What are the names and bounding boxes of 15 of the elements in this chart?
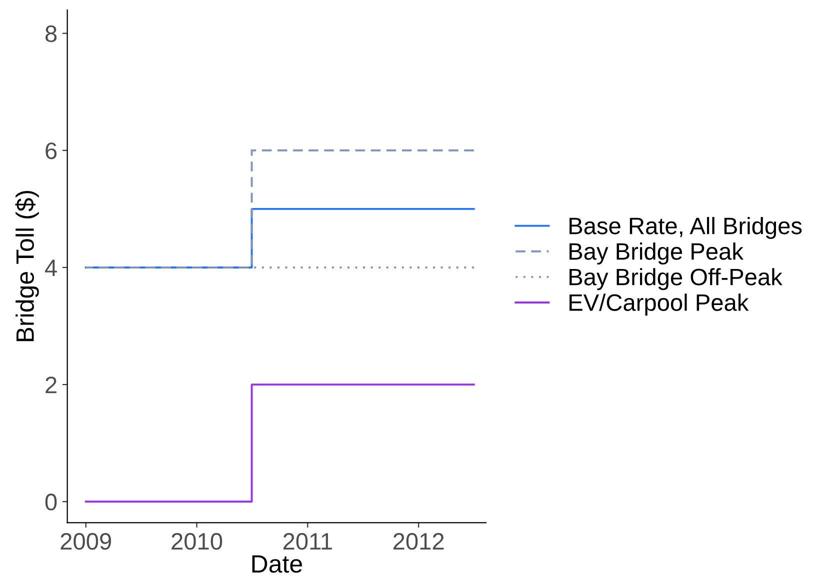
- y-tick-label: 4: [45, 260, 57, 276]
- x-tick-label: 2009: [60, 533, 112, 550]
- y-tick-label: 0: [45, 494, 57, 510]
- y-tick-label: 2: [46, 376, 56, 394]
- x-axis-title: Date: [252, 555, 302, 573]
- x-tick-label: 2012: [394, 533, 444, 550]
- y-tick-label: 8: [45, 25, 57, 42]
- legend-label: Bay Bridge Off-Peak: [570, 268, 782, 290]
- x-tick-label: 2010: [172, 533, 222, 550]
- y-tick-label: 6: [46, 142, 57, 160]
- legend-label: Base Rate, All Bridges: [570, 216, 802, 239]
- legend-label: Bay Bridge Peak: [570, 242, 744, 265]
- legend-label: EV/Carpool Peak: [570, 294, 749, 316]
- x-tick-label: 2011: [283, 533, 332, 550]
- y-axis-title: Bridge Toll ($): [15, 190, 39, 342]
